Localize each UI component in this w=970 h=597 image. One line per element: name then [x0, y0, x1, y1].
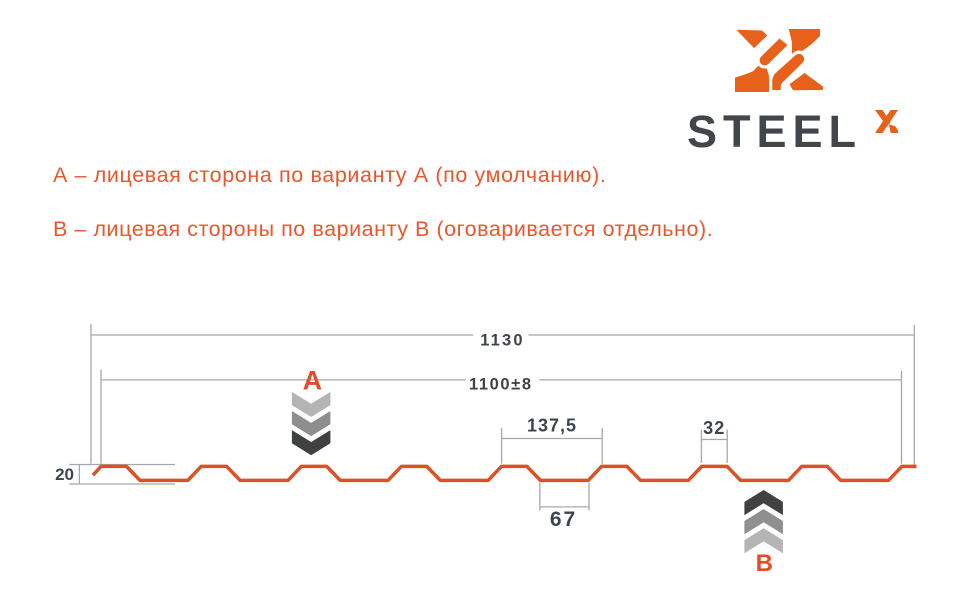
svg-text:137,5: 137,5 — [527, 416, 577, 436]
svg-text:А: А — [303, 366, 323, 396]
svg-text:20: 20 — [55, 465, 74, 484]
svg-text:67: 67 — [550, 508, 577, 531]
svg-text:В: В — [756, 550, 773, 577]
svg-text:1100±8: 1100±8 — [469, 376, 533, 394]
svg-text:1130: 1130 — [480, 332, 525, 350]
svg-text:32: 32 — [703, 418, 725, 438]
